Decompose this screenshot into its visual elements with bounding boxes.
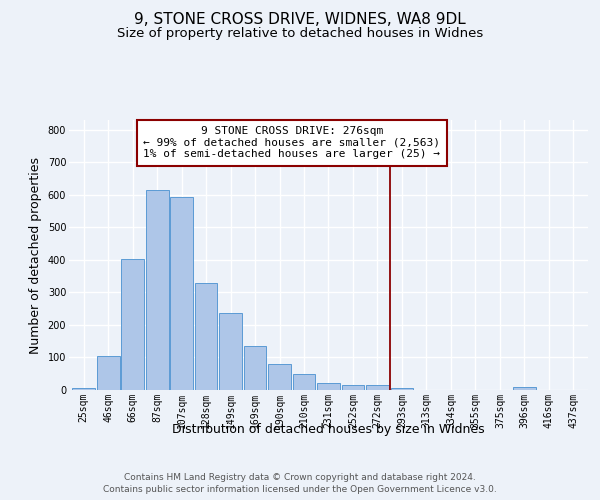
Bar — [268, 364, 291, 390]
Bar — [97, 356, 119, 390]
Bar — [244, 346, 266, 390]
Bar — [513, 388, 536, 390]
Text: 9, STONE CROSS DRIVE, WIDNES, WA8 9DL: 9, STONE CROSS DRIVE, WIDNES, WA8 9DL — [134, 12, 466, 28]
Bar — [195, 282, 217, 390]
Bar — [170, 198, 193, 390]
Bar — [317, 383, 340, 390]
Text: 9 STONE CROSS DRIVE: 276sqm
← 99% of detached houses are smaller (2,563)
1% of s: 9 STONE CROSS DRIVE: 276sqm ← 99% of det… — [143, 126, 440, 160]
Bar — [219, 313, 242, 390]
Y-axis label: Number of detached properties: Number of detached properties — [29, 156, 42, 354]
Text: Contains HM Land Registry data © Crown copyright and database right 2024.
Contai: Contains HM Land Registry data © Crown c… — [103, 472, 497, 494]
Bar — [391, 388, 413, 390]
Bar — [293, 374, 316, 390]
Bar — [366, 385, 389, 390]
Bar — [341, 386, 364, 390]
Text: Size of property relative to detached houses in Widnes: Size of property relative to detached ho… — [117, 28, 483, 40]
Bar — [73, 388, 95, 390]
Text: Distribution of detached houses by size in Widnes: Distribution of detached houses by size … — [172, 422, 485, 436]
Bar — [146, 190, 169, 390]
Bar — [121, 259, 144, 390]
